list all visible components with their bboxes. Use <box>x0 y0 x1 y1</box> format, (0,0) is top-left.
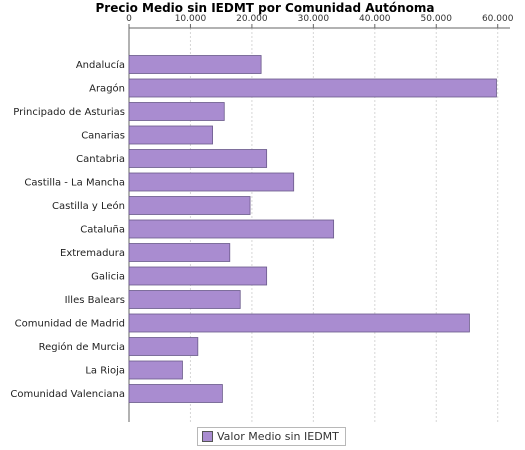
y-category-label: Castilla y León <box>52 200 125 212</box>
y-category-label: Principado de Asturias <box>13 107 125 118</box>
legend-label: Valor Medio sin IEDMT <box>217 430 339 443</box>
legend-swatch <box>202 431 213 442</box>
bar[interactable] <box>128 313 470 333</box>
x-tick-label: 0 <box>126 14 132 24</box>
y-category-label: Cataluña <box>80 225 125 236</box>
bar[interactable] <box>128 219 335 239</box>
y-category-label: Aragón <box>89 83 125 95</box>
bar[interactable] <box>128 266 268 286</box>
y-category-label: La Rioja <box>85 366 125 377</box>
bar[interactable] <box>128 78 497 98</box>
bar[interactable] <box>128 149 268 168</box>
y-category-label: Región de Murcia <box>39 341 125 353</box>
bar[interactable] <box>128 196 251 215</box>
bar[interactable] <box>128 243 231 262</box>
x-axis: 0 10.000 20.000 30.000 40.000 50.000 60.000 <box>126 14 514 29</box>
y-category-label: Andalucía <box>76 59 125 71</box>
y-category-label: Comunidad de Madrid <box>15 319 125 330</box>
x-tick-label: 10.000 <box>175 14 207 24</box>
x-tick-label: 50.000 <box>421 14 453 24</box>
bar[interactable] <box>128 360 183 380</box>
x-tick-label: 40.000 <box>359 14 391 24</box>
y-category-label: Extremadura <box>60 248 125 259</box>
y-category-label: Cantabria <box>76 154 125 165</box>
y-category-label: Canarias <box>81 131 125 142</box>
y-axis: Andalucía Aragón Principado de Asturias Can… <box>10 28 130 422</box>
bar[interactable] <box>128 337 199 356</box>
bar[interactable] <box>128 55 262 74</box>
bar[interactable] <box>128 125 213 145</box>
legend: Valor Medio sin IEDMT <box>197 427 346 446</box>
y-category-label: Galicia <box>91 272 125 283</box>
bar[interactable] <box>128 384 223 403</box>
bars <box>128 55 497 403</box>
y-category-label: Comunidad Valenciana <box>10 389 125 400</box>
x-tick-label: 60.000 <box>482 14 514 24</box>
y-category-label: Castilla - La Mancha <box>24 178 125 189</box>
chart-title: Precio Medio sin IEDMT por Comunidad Aut… <box>96 1 435 15</box>
y-category-label: Illes Balears <box>65 295 125 306</box>
bar[interactable] <box>128 172 295 192</box>
x-tick-label: 30.000 <box>298 14 330 24</box>
bar[interactable] <box>128 290 241 309</box>
x-tick-label: 20.000 <box>236 14 268 24</box>
bar[interactable] <box>128 102 225 121</box>
